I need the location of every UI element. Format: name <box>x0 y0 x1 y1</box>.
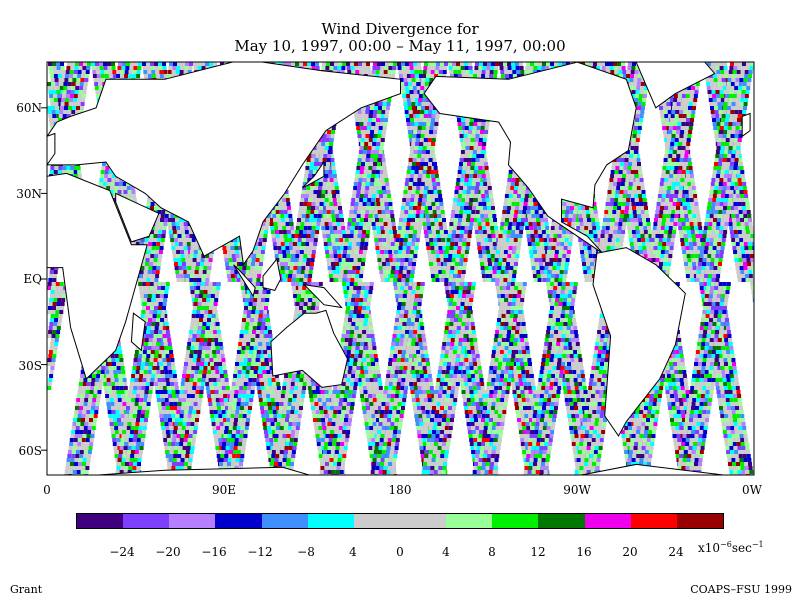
colorbar-label: −8 <box>297 545 315 559</box>
lat-label-eq: EQ <box>23 272 42 286</box>
colorbar-swatch <box>353 514 400 528</box>
colorbar-swatch <box>169 514 216 528</box>
colorbar-label: 4 <box>349 545 357 559</box>
colorbar-unit: x10−6sec−1 <box>698 540 764 555</box>
footer-credit: COAPS–FSU 1999 <box>690 583 792 596</box>
lat-label-30n: 30N <box>16 187 42 201</box>
colorbar-label: 24 <box>668 545 684 559</box>
colorbar-swatch <box>215 514 262 528</box>
lon-label-0: 0 <box>43 483 51 497</box>
colorbar-swatch <box>676 514 723 528</box>
colorbar-label: −20 <box>155 545 181 559</box>
lon-label-90w: 90W <box>563 483 591 497</box>
colorbar-label: 0 <box>396 545 404 559</box>
lon-label-90e: 90E <box>211 483 237 497</box>
colorbar-swatch <box>399 514 447 528</box>
colorbar-label: −16 <box>201 545 227 559</box>
colorbar-swatch <box>261 514 308 528</box>
colorbar-swatch <box>307 514 354 528</box>
plot-frame <box>46 61 755 476</box>
footer-author: Grant <box>10 583 43 596</box>
colorbar-label: 8 <box>488 545 496 559</box>
lon-label-0w: 0W <box>742 483 762 497</box>
colorbar-swatch <box>446 514 493 528</box>
colorbar <box>76 513 724 529</box>
colorbar-swatch <box>630 514 677 528</box>
colorbar-label: 20 <box>622 545 638 559</box>
colorbar-label: 16 <box>576 545 592 559</box>
colorbar-label: 12 <box>530 545 546 559</box>
lat-label-60n: 60N <box>16 101 42 115</box>
colorbar-label: −12 <box>247 545 273 559</box>
colorbar-swatch <box>538 514 585 528</box>
colorbar-swatch <box>492 514 539 528</box>
colorbar-label: 4 <box>442 545 450 559</box>
colorbar-swatch <box>584 514 631 528</box>
colorbar-label: −24 <box>109 545 135 559</box>
lon-label-180: 180 <box>388 483 412 497</box>
lat-label-60s: 60S <box>18 444 43 458</box>
landmasses <box>47 62 751 475</box>
colorbar-swatch <box>77 514 124 528</box>
lat-label-30s: 30S <box>18 359 43 373</box>
colorbar-swatch <box>123 514 170 528</box>
chart-title-line2: May 10, 1997, 00:00 – May 11, 1997, 00:0… <box>234 37 566 55</box>
chart-title-line1: Wind Divergence for <box>321 20 479 38</box>
